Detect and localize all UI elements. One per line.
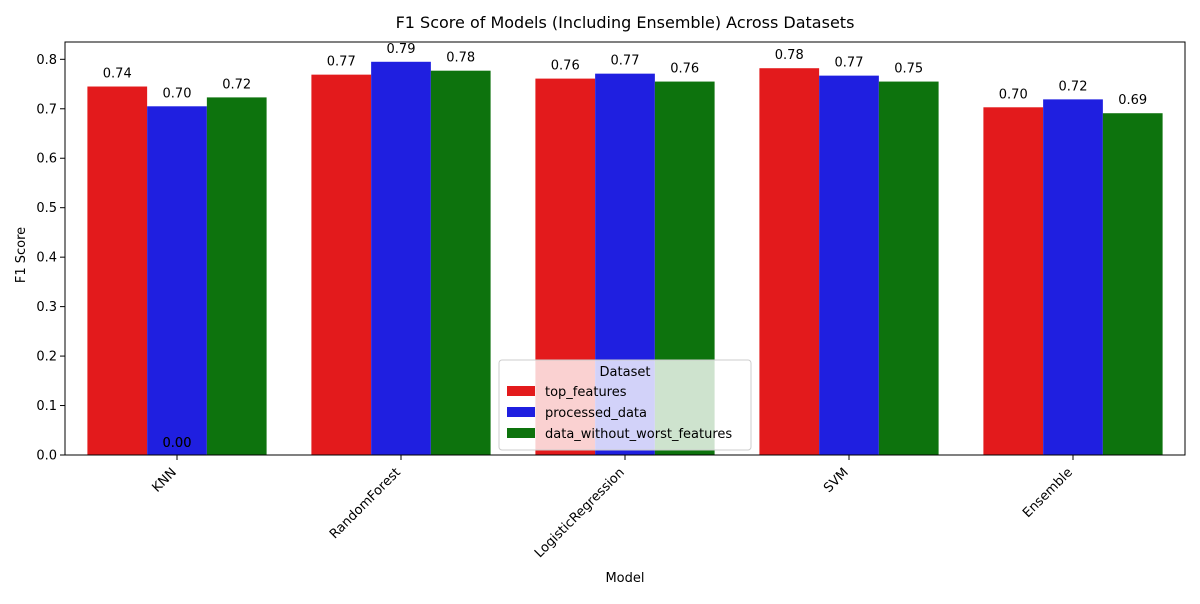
- bar-value-label: 0.74: [103, 67, 132, 82]
- y-tick-label: 0.5: [36, 201, 57, 216]
- legend-swatch: [507, 407, 535, 417]
- bar-value-label: 0.70: [163, 86, 192, 101]
- x-tick-label: SVM: [821, 465, 852, 496]
- y-tick-label: 0.1: [36, 399, 57, 414]
- y-tick-label: 0.2: [36, 350, 57, 365]
- bar-data_without_worst_features-Ensemble: [1102, 113, 1163, 456]
- x-axis-label: Model: [605, 571, 644, 586]
- x-tick-label: LogisticRegression: [532, 465, 628, 561]
- legend-entry-label: top_features: [545, 385, 627, 400]
- legend-entry-label: processed_data: [545, 406, 647, 421]
- legend-swatch: [507, 386, 535, 396]
- zero-annotation: 0.00: [163, 436, 192, 451]
- bar-processed_data-SVM: [819, 75, 879, 455]
- y-tick-label: 0.6: [36, 152, 57, 167]
- y-tick-label: 0.8: [36, 53, 57, 68]
- bar-data_without_worst_features-KNN: [206, 97, 267, 455]
- y-tick-label: 0.4: [36, 251, 57, 266]
- y-tick-label: 0.7: [36, 102, 57, 117]
- y-axis-label: F1 Score: [14, 227, 29, 283]
- y-tick-label: 0.0: [36, 449, 57, 464]
- bar-data_without_worst_features-SVM: [878, 81, 939, 456]
- x-tick-label: Ensemble: [1020, 465, 1076, 521]
- legend: Dataset top_features processed_data data_wi…: [498, 359, 752, 451]
- y-tick-label: 0.3: [36, 300, 57, 315]
- x-tick-label: KNN: [149, 465, 179, 495]
- bar-value-label: 0.72: [222, 77, 251, 92]
- bar-top_features-Ensemble: [983, 107, 1044, 455]
- x-tick-label: RandomForest: [327, 465, 404, 542]
- bar-value-label: 0.70: [999, 87, 1028, 102]
- value-labels-layer: 0.74 0.77 0.76 0.78 0.70 0.70 0.79 0.77 0.77 0.72…: [103, 42, 1147, 451]
- bar-value-label: 0.76: [670, 62, 699, 77]
- bar-value-label: 0.78: [446, 51, 475, 66]
- legend-entry-label: data_without_worst_features: [545, 427, 732, 442]
- bar-value-label: 0.77: [611, 54, 640, 69]
- bar-processed_data-KNN: [147, 106, 207, 455]
- bar-data_without_worst_features-RandomForest: [430, 70, 491, 455]
- bar-processed_data-Ensemble: [1043, 99, 1103, 455]
- bar-value-label: 0.77: [835, 56, 864, 71]
- bar-value-label: 0.75: [894, 62, 923, 77]
- chart-title: F1 Score of Models (Including Ensemble) …: [396, 13, 855, 32]
- legend-box: [498, 359, 752, 451]
- bar-top_features-KNN: [87, 86, 148, 456]
- bar-value-label: 0.76: [551, 59, 580, 74]
- bar-value-label: 0.69: [1118, 93, 1147, 108]
- bar-value-label: 0.78: [775, 48, 804, 63]
- bar-value-label: 0.77: [327, 55, 356, 70]
- bar-value-label: 0.72: [1059, 79, 1088, 94]
- legend-title: Dataset: [600, 365, 651, 380]
- bar-top_features-RandomForest: [311, 74, 372, 455]
- legend-swatch: [507, 428, 535, 438]
- zero-annotation: 0.00: [163, 436, 192, 451]
- bar-processed_data-RandomForest: [371, 61, 431, 456]
- bar-top_features-SVM: [759, 68, 820, 456]
- bar-value-label: 0.79: [387, 42, 416, 57]
